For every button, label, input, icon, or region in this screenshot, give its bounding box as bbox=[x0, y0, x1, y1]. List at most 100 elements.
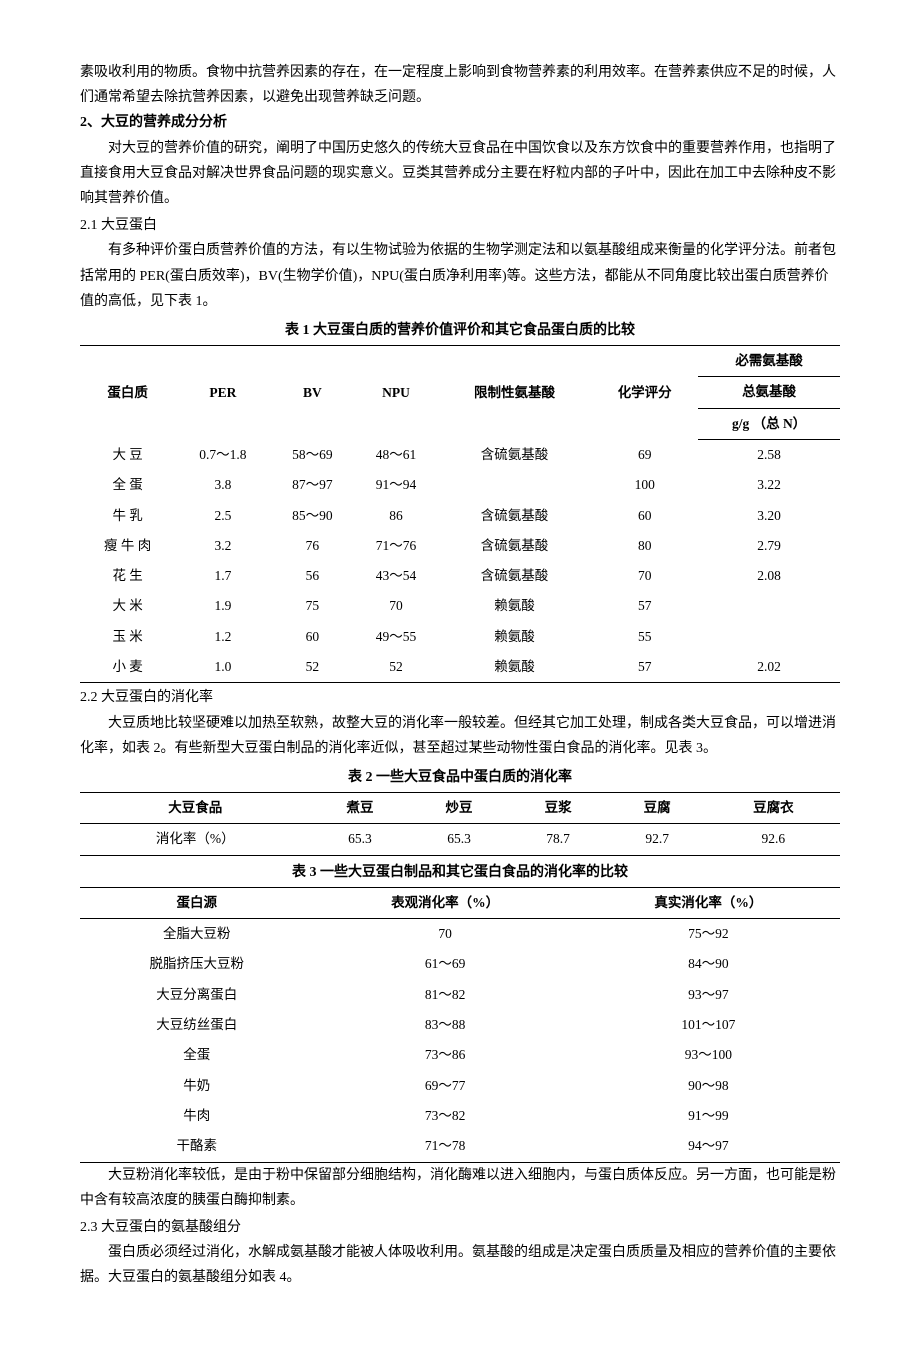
table-cell: 3.8 bbox=[175, 470, 270, 500]
table-cell: 90～98 bbox=[577, 1071, 840, 1101]
table-cell: 81～82 bbox=[314, 980, 577, 1010]
table-cell: 57 bbox=[591, 591, 698, 621]
t3-h2: 表观消化率（%） bbox=[314, 887, 577, 918]
table-cell: 49～55 bbox=[354, 622, 438, 652]
table-1: 蛋白质 PER BV NPU 限制性氨基酸 化学评分 必需氨基酸 总氨基酸 g/… bbox=[80, 345, 840, 683]
table-cell: 75 bbox=[271, 591, 355, 621]
th-protein: 蛋白质 bbox=[80, 346, 175, 440]
table-cell: 83～88 bbox=[314, 1010, 577, 1040]
table-cell: 2.58 bbox=[698, 439, 840, 470]
t2-row-label: 消化率（%） bbox=[80, 824, 310, 855]
table-3-title: 表 3 一些大豆蛋白制品和其它蛋白食品的消化率的比较 bbox=[80, 860, 840, 885]
table-cell: 69～77 bbox=[314, 1071, 577, 1101]
table-cell: 76 bbox=[271, 531, 355, 561]
table-cell: 87～97 bbox=[271, 470, 355, 500]
table-cell: 70 bbox=[591, 561, 698, 591]
table-cell: 75～92 bbox=[577, 919, 840, 950]
t3-h1: 蛋白源 bbox=[80, 887, 314, 918]
table-cell: 101～107 bbox=[577, 1010, 840, 1040]
table-cell: 牛奶 bbox=[80, 1071, 314, 1101]
table-cell: 70 bbox=[354, 591, 438, 621]
table-cell: 0.7～1.8 bbox=[175, 439, 270, 470]
table-cell: 94～97 bbox=[577, 1131, 840, 1162]
heading-2-1: 2.1 大豆蛋白 bbox=[80, 213, 840, 238]
th-per: PER bbox=[175, 346, 270, 440]
t2-v5: 92.6 bbox=[707, 824, 840, 855]
t3-h3: 真实消化率（%） bbox=[577, 887, 840, 918]
table-cell: 69 bbox=[591, 439, 698, 470]
t2-h6: 豆腐衣 bbox=[707, 793, 840, 824]
table-cell: 大 豆 bbox=[80, 439, 175, 470]
table-cell: 55 bbox=[591, 622, 698, 652]
t2-h5: 豆腐 bbox=[608, 793, 707, 824]
table-cell bbox=[698, 591, 840, 621]
table-cell: 71～76 bbox=[354, 531, 438, 561]
table-cell: 3.22 bbox=[698, 470, 840, 500]
t2-v1: 65.3 bbox=[310, 824, 409, 855]
t2-h3: 炒豆 bbox=[410, 793, 509, 824]
table-cell: 全 蛋 bbox=[80, 470, 175, 500]
table-cell: 73～86 bbox=[314, 1040, 577, 1070]
table-cell: 含硫氨基酸 bbox=[438, 531, 591, 561]
t2-v2: 65.3 bbox=[410, 824, 509, 855]
table-cell: 71～78 bbox=[314, 1131, 577, 1162]
table-cell: 52 bbox=[271, 652, 355, 683]
table-cell bbox=[438, 470, 591, 500]
table-cell: 全脂大豆粉 bbox=[80, 919, 314, 950]
table-cell: 100 bbox=[591, 470, 698, 500]
para-1: 素吸收利用的物质。食物中抗营养因素的存在，在一定程度上影响到食物营养素的利用效率… bbox=[80, 60, 840, 110]
th-aa-mid: 总氨基酸 bbox=[698, 377, 840, 408]
table-cell: 大豆分离蛋白 bbox=[80, 980, 314, 1010]
para-2-3: 蛋白质必须经过消化，水解成氨基酸才能被人体吸收利用。氨基酸的组成是决定蛋白质质量… bbox=[80, 1240, 840, 1290]
table-cell: 小 麦 bbox=[80, 652, 175, 683]
th-limiting: 限制性氨基酸 bbox=[438, 346, 591, 440]
th-npu: NPU bbox=[354, 346, 438, 440]
table-cell: 52 bbox=[354, 652, 438, 683]
para-2-1: 有多种评价蛋白质营养价值的方法，有以生物试验为依据的生物学测定法和以氨基酸组成来… bbox=[80, 238, 840, 314]
table-cell: 60 bbox=[591, 501, 698, 531]
t2-h1: 大豆食品 bbox=[80, 793, 310, 824]
table-cell: 48～61 bbox=[354, 439, 438, 470]
t2-h2: 煮豆 bbox=[310, 793, 409, 824]
th-aa-bot: g/g （总 N） bbox=[698, 408, 840, 439]
t2-h4: 豆浆 bbox=[509, 793, 608, 824]
table-cell: 58～69 bbox=[271, 439, 355, 470]
table-cell: 70 bbox=[314, 919, 577, 950]
table-cell: 赖氨酸 bbox=[438, 591, 591, 621]
t2-v4: 92.7 bbox=[608, 824, 707, 855]
table-2-title: 表 2 一些大豆食品中蛋白质的消化率 bbox=[80, 765, 840, 790]
table-cell: 91～94 bbox=[354, 470, 438, 500]
table-cell: 1.2 bbox=[175, 622, 270, 652]
table-cell: 86 bbox=[354, 501, 438, 531]
table-cell: 85～90 bbox=[271, 501, 355, 531]
table-cell: 含硫氨基酸 bbox=[438, 501, 591, 531]
table-cell: 60 bbox=[271, 622, 355, 652]
table-cell: 全蛋 bbox=[80, 1040, 314, 1070]
th-aa-top: 必需氨基酸 bbox=[698, 346, 840, 377]
table-1-title: 表 1 大豆蛋白质的营养价值评价和其它食品蛋白质的比较 bbox=[80, 318, 840, 343]
table-cell: 2.5 bbox=[175, 501, 270, 531]
table-cell: 91～99 bbox=[577, 1101, 840, 1131]
table-cell: 赖氨酸 bbox=[438, 652, 591, 683]
para-2-2: 大豆质地比较坚硬难以加热至软熟，故整大豆的消化率一般较差。但经其它加工处理，制成… bbox=[80, 711, 840, 761]
table-cell: 57 bbox=[591, 652, 698, 683]
table-cell: 2.02 bbox=[698, 652, 840, 683]
heading-2-3: 2.3 大豆蛋白的氨基酸组分 bbox=[80, 1215, 840, 1240]
heading-2: 2、大豆的营养成分分析 bbox=[80, 110, 840, 135]
table-cell: 1.9 bbox=[175, 591, 270, 621]
table-cell: 大豆纺丝蛋白 bbox=[80, 1010, 314, 1040]
para-after-t3: 大豆粉消化率较低，是由于粉中保留部分细胞结构，消化酶难以进入细胞内，与蛋白质体反… bbox=[80, 1163, 840, 1213]
table-cell: 牛肉 bbox=[80, 1101, 314, 1131]
table-cell: 3.20 bbox=[698, 501, 840, 531]
heading-2-2: 2.2 大豆蛋白的消化率 bbox=[80, 685, 840, 710]
table-cell: 花 生 bbox=[80, 561, 175, 591]
th-bv: BV bbox=[271, 346, 355, 440]
table-cell bbox=[698, 622, 840, 652]
table-cell: 84～90 bbox=[577, 949, 840, 979]
table-cell: 1.7 bbox=[175, 561, 270, 591]
table-cell: 3.2 bbox=[175, 531, 270, 561]
table-cell: 80 bbox=[591, 531, 698, 561]
table-cell: 牛 乳 bbox=[80, 501, 175, 531]
table-cell: 大 米 bbox=[80, 591, 175, 621]
table-cell: 干酪素 bbox=[80, 1131, 314, 1162]
